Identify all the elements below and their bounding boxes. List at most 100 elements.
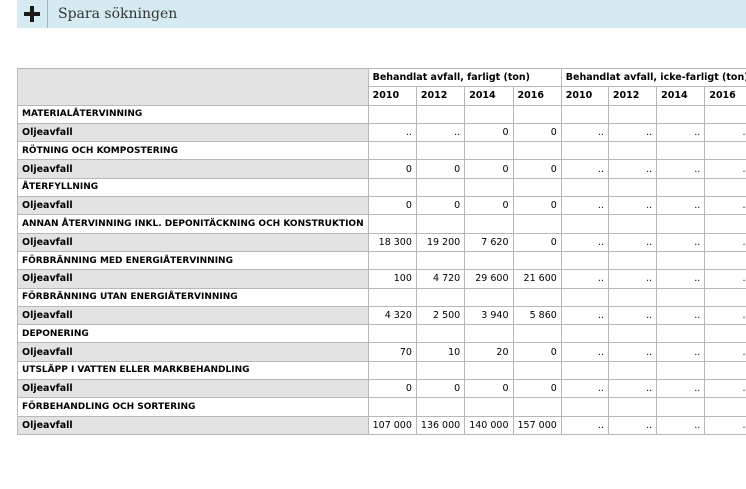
empty-cell	[367, 177, 417, 198]
empty-cell	[704, 324, 746, 344]
value-cell: ..	[704, 305, 746, 326]
empty-cell	[367, 397, 417, 417]
value-cell: ..	[560, 269, 609, 289]
empty-cell	[367, 287, 417, 307]
empty-cell	[464, 324, 514, 344]
empty-cell	[607, 177, 658, 198]
value-cell: ..	[415, 122, 466, 143]
item-label: Oljeavfall	[17, 342, 369, 362]
value-cell: ..	[704, 196, 746, 216]
empty-cell	[656, 104, 706, 124]
category-row: FÖRBEHANDLING OCH SORTERING	[17, 397, 746, 417]
empty-cell	[560, 360, 609, 381]
empty-cell	[656, 177, 706, 198]
category-label: ANNAN ÅTERVINNING INKL. DEPONITÄCKNING O…	[17, 214, 369, 234]
value-cell: 3 940	[464, 305, 514, 326]
empty-cell	[415, 141, 466, 161]
item-label: Oljeavfall	[17, 122, 369, 143]
item-label: Oljeavfall	[17, 305, 369, 326]
value-cell: ..	[656, 342, 706, 362]
value-cell: 0	[367, 159, 417, 179]
value-cell: 4 320	[367, 305, 417, 326]
year-header: 2010	[367, 86, 417, 106]
value-cell: 0	[367, 196, 417, 216]
empty-cell	[607, 250, 658, 271]
empty-cell	[704, 214, 746, 234]
empty-cell	[704, 141, 746, 161]
category-label: DEPONERING	[17, 324, 369, 344]
empty-cell	[704, 250, 746, 271]
empty-cell	[415, 360, 466, 381]
empty-cell	[656, 250, 706, 271]
data-table: Behandlat avfall, farligt (ton) Behandla…	[17, 67, 746, 435]
value-cell: 100	[367, 269, 417, 289]
value-cell: ..	[607, 122, 658, 143]
value-cell: 0	[464, 159, 514, 179]
value-cell: ..	[607, 305, 658, 326]
category-label: UTSLÄPP I VATTEN ELLER MARKBEHANDLING	[17, 360, 369, 381]
item-label: Oljeavfall	[17, 232, 369, 252]
value-cell: ..	[704, 122, 746, 143]
value-cell: 0	[415, 379, 466, 399]
empty-cell	[367, 104, 417, 124]
empty-cell	[464, 397, 514, 417]
value-cell: 0	[415, 196, 466, 216]
empty-cell	[415, 177, 466, 198]
value-cell: ..	[560, 159, 609, 179]
empty-cell	[560, 177, 609, 198]
value-cell: ..	[656, 269, 706, 289]
item-label: Oljeavfall	[17, 379, 369, 399]
value-cell: ..	[704, 159, 746, 179]
empty-cell	[607, 397, 658, 417]
empty-cell	[560, 287, 609, 307]
empty-cell	[415, 104, 466, 124]
empty-cell	[367, 360, 417, 381]
value-cell: ..	[607, 342, 658, 362]
value-cell: 7 620	[464, 232, 514, 252]
empty-cell	[656, 287, 706, 307]
empty-cell	[464, 287, 514, 307]
empty-cell	[560, 324, 609, 344]
empty-cell	[560, 141, 609, 161]
empty-cell	[367, 324, 417, 344]
empty-cell	[464, 141, 514, 161]
value-cell: 18 300	[367, 232, 417, 252]
empty-cell	[704, 397, 746, 417]
value-cell: 140 000	[464, 415, 514, 435]
empty-cell	[512, 177, 562, 198]
empty-cell	[560, 104, 609, 124]
empty-cell	[415, 214, 466, 234]
year-header: 2010	[560, 86, 609, 106]
empty-cell	[704, 360, 746, 381]
empty-cell	[512, 360, 562, 381]
plus-icon[interactable]	[17, 0, 48, 28]
value-cell: ..	[704, 342, 746, 362]
category-row: FÖRBRÄNNING MED ENERGIÅTERVINNING	[17, 250, 746, 271]
category-row: MATERIALÅTERVINNING	[17, 104, 746, 124]
empty-cell	[607, 324, 658, 344]
empty-cell	[704, 287, 746, 307]
value-cell: 0	[464, 122, 514, 143]
item-label: Oljeavfall	[17, 269, 369, 289]
empty-cell	[656, 397, 706, 417]
empty-cell	[607, 214, 658, 234]
value-cell: 0	[464, 379, 514, 399]
empty-cell	[656, 141, 706, 161]
category-row: UTSLÄPP I VATTEN ELLER MARKBEHANDLING	[17, 360, 746, 381]
category-row: ANNAN ÅTERVINNING INKL. DEPONITÄCKNING O…	[17, 214, 746, 234]
category-label: ÅTERFYLLNING	[17, 177, 369, 198]
value-cell: ..	[704, 269, 746, 289]
table-corner	[17, 68, 369, 106]
value-cell: 5 860	[512, 305, 562, 326]
empty-cell	[415, 287, 466, 307]
value-cell: ..	[656, 379, 706, 399]
empty-cell	[512, 214, 562, 234]
value-cell: 0	[512, 342, 562, 362]
value-cell: 0	[464, 196, 514, 216]
empty-cell	[415, 324, 466, 344]
value-cell: ..	[560, 232, 609, 252]
category-row: FÖRBRÄNNING UTAN ENERGIÅTERVINNING	[17, 287, 746, 307]
value-cell: ..	[607, 196, 658, 216]
save-search-link[interactable]: Spara sökningen	[58, 6, 178, 22]
